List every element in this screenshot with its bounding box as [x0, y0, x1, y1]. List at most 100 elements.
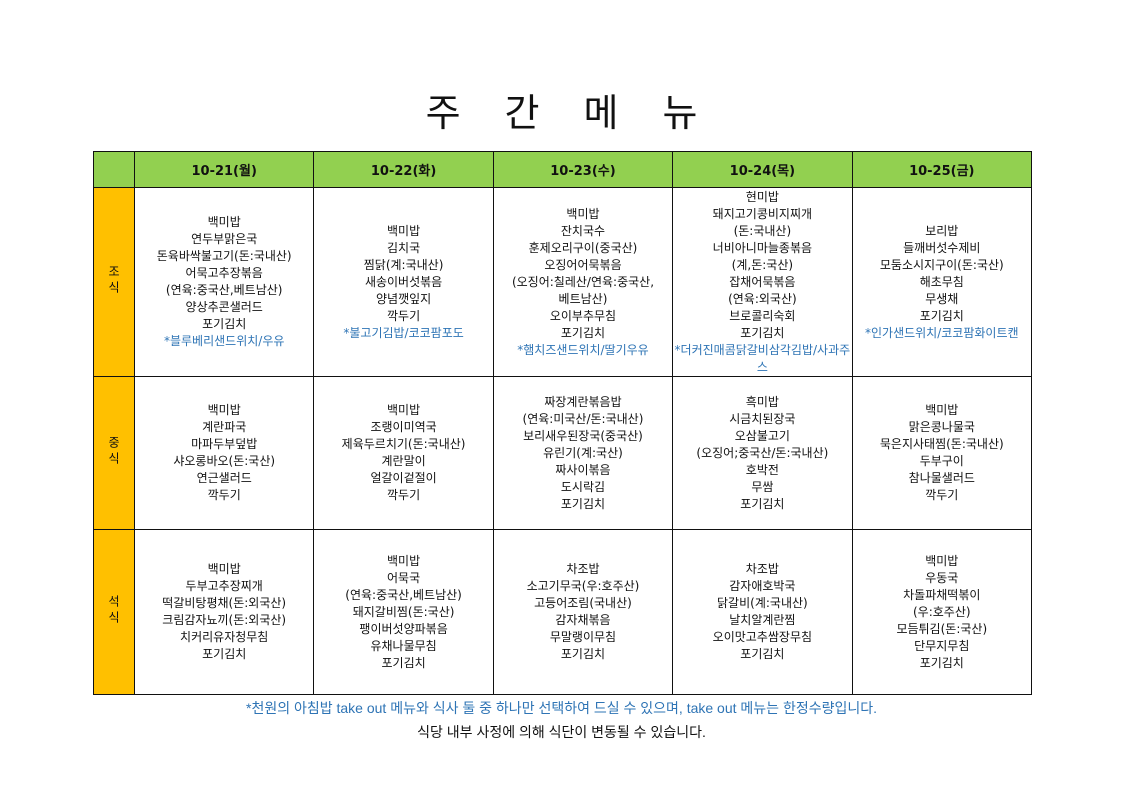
menu-item: 계란말이	[381, 454, 426, 468]
day-header: 10-21(월)	[133, 151, 315, 188]
menu-item: 양념깻잎지	[375, 291, 432, 306]
menu-item: 참나물샐러드	[908, 471, 975, 485]
menu-item: 연근샐러드	[196, 471, 252, 485]
menu-item: 현미밥	[745, 189, 779, 204]
menu-item: 우동국	[925, 570, 959, 585]
menu-item: 백미밥	[925, 403, 959, 417]
takeout-item: *블루베리샌드위치/우유	[163, 334, 285, 348]
takeout-item: *불고기김밥/코코팜포도	[343, 325, 464, 340]
takeout-item: *햄치즈샌드위치/딸기우유	[517, 342, 649, 357]
menu-item: 깍두기	[387, 308, 421, 323]
menu-item: 두부구이	[919, 454, 964, 468]
day-header: 10-23(수)	[492, 151, 674, 188]
menu-item: 치커리유자청무침	[180, 630, 269, 644]
takeout-item: *인가샌드위치/코코팜화이트캔	[864, 325, 1019, 340]
menu-item: 백미밥	[387, 403, 421, 417]
menu-item: 훈제오리구이(중국산)	[528, 240, 638, 255]
menu-item: 새송이버섯볶음	[364, 274, 443, 289]
menu-item: 백미밥	[207, 562, 241, 576]
menu-cell: 짜장계란볶음밥 (연육:미국산/돈:국내산) 보리새우된장국(중국산) 유린기(계:국…	[492, 376, 674, 530]
menu-item: 포기김치	[560, 496, 606, 511]
menu-item: 너비아니마늘종볶음	[712, 240, 813, 255]
meal-label: 중식	[93, 376, 135, 530]
menu-item: 포기김치	[202, 647, 247, 661]
menu-cell: 백미밥 계란파국 마파두부덮밥 샤오롱바오(돈:국산) 연근샐러드 깍두기	[133, 376, 315, 530]
menu-cell: 백미밥 두부고추장찌개 떡갈비탕평채(돈:외국산) 크림감자뇨끼(돈:외국산) 치커리유…	[133, 529, 315, 695]
day-header: 10-22(화)	[313, 151, 494, 188]
menu-item: 유채나물무침	[370, 638, 437, 653]
menu-cell: 백미밥 연두부맑은국 돈육바싹불고기(돈:국내산) 어묵고추장볶음 (연육:중국산,베트…	[133, 187, 315, 377]
menu-cell: 차조밥 소고기무국(우:호주산) 고등어조림(국내산) 감자채볶음 무말랭이무침 포기김치	[492, 529, 674, 695]
menu-item: 백미밥	[566, 206, 600, 221]
menu-item: 브로콜리숙회	[729, 308, 796, 323]
menu-item: (돈:국내산)	[733, 223, 792, 238]
menu-item: 차조밥	[745, 562, 779, 576]
menu-item: 두부고추장찌개	[185, 579, 263, 593]
menu-item: 오이맛고추쌈장무침	[712, 630, 813, 644]
menu-item: 무생채	[925, 291, 959, 306]
menu-item: 유린기(계:국산)	[543, 445, 623, 460]
meal-label-text: 조식	[106, 264, 121, 297]
menu-item: 감자애호박국	[729, 579, 796, 593]
menu-item: 오삼불고기	[734, 428, 790, 443]
menu-item: 단무지무침	[914, 638, 970, 653]
menu-cell: 백미밥 어묵국 (연육:중국산,베트남산) 돼지갈비찜(돈:국산) 팽이버섯양파볶음 유채…	[313, 529, 494, 695]
menu-cell: 백미밥 조랭이미역국 제육두르치기(돈:국내산) 계란말이 얼갈이겉절이 깍두기	[313, 376, 494, 530]
meal-label-text: 중식	[106, 435, 121, 468]
menu-item: 오이부추무침	[549, 308, 617, 323]
day-header: 10-25(금)	[851, 151, 1033, 188]
menu-item: 백미밥	[387, 553, 421, 568]
menu-item: 무말랭이무침	[549, 630, 617, 644]
menu-cell: 백미밥 맑은콩나물국 묵은지사태찜(돈:국내산) 두부구이 참나물샐러드 깍두기	[851, 376, 1033, 530]
menu-item: 베트남산)	[558, 291, 608, 306]
menu-item: (연육:외국산)	[728, 291, 797, 306]
menu-item: 모듬튀김(돈:국산)	[896, 621, 988, 636]
menu-item: 오징어어묵볶음	[544, 257, 622, 272]
corner-cell	[93, 151, 135, 188]
menu-item: (오징어:칠레산/연육:중국산,	[511, 274, 655, 289]
menu-item: 떡갈비탕평채(돈:외국산)	[162, 596, 287, 610]
meal-label: 조식	[93, 187, 135, 377]
menu-item: 포기김치	[919, 308, 964, 323]
menu-item: 차돌파채떡볶이	[903, 587, 981, 602]
menu-item: 마파두부덮밥	[191, 437, 258, 451]
menu-item: 묵은지사태찜(돈:국내산)	[879, 437, 1004, 451]
menu-item: 포기김치	[560, 647, 606, 661]
menu-item: 흑미밥	[745, 394, 779, 409]
page-title: 주간메뉴	[425, 91, 742, 135]
meal-row: 조식 백미밥 연두부맑은국 돈육바싹불고기(돈:국내산) 어묵고추장볶음 (연육:중국산,…	[93, 187, 1033, 377]
menu-item: 시금치된장국	[729, 411, 796, 426]
menu-item: 소고기무국(우:호주산)	[526, 579, 640, 593]
menu-item: (연육:미국산/돈:국내산)	[522, 411, 644, 426]
menu-item: 잔치국수	[560, 223, 606, 238]
menu-item: 포기김치	[202, 317, 247, 331]
menu-item: 짜사이볶음	[555, 462, 611, 477]
menu-item: 백미밥	[387, 223, 421, 238]
menu-item: 찜닭(계:국내산)	[363, 257, 444, 272]
weekly-menu-table: 10-21(월) 10-22(화) 10-23(수) 10-24(목) 10-25(금)…	[93, 151, 1033, 695]
menu-item: 맑은콩나물국	[908, 420, 975, 434]
menu-item: (연육:중국산,베트남산)	[345, 587, 462, 602]
menu-item: 깍두기	[387, 488, 421, 502]
header-row: 10-21(월) 10-22(화) 10-23(수) 10-24(목) 10-25(금)	[93, 151, 1033, 188]
menu-item: 제육두르치기(돈:국내산)	[341, 437, 466, 451]
change-note: 식당 내부 사정에 의해 식단이 변동될 수 있습니다.	[417, 724, 706, 740]
menu-item: 계란파국	[202, 420, 247, 434]
menu-item: (연육:중국산,베트남산)	[165, 283, 283, 297]
menu-item: 무쌈	[751, 479, 774, 494]
menu-item: 날치알계란찜	[729, 613, 796, 627]
menu-item: 잡채어묵볶음	[729, 274, 796, 289]
menu-item: 해초무침	[919, 274, 964, 289]
menu-item: 포기김치	[740, 325, 785, 340]
menu-item: 짜장계란볶음밥	[544, 394, 622, 409]
menu-item: (계,돈:국산)	[731, 257, 794, 272]
menu-item: 돼지고기콩비지찌개	[712, 206, 813, 221]
menu-item: 들깨버섯수제비	[903, 240, 981, 255]
menu-cell: 차조밥 감자애호박국 닭갈비(계:국내산) 날치알계란찜 오이맛고추쌈장무침 포기김치	[672, 529, 853, 695]
menu-item: 깍두기	[207, 488, 241, 502]
menu-item: 김치국	[387, 240, 421, 255]
meal-row: 중식 백미밥 계란파국 마파두부덮밥 샤오롱바오(돈:국산) 연근샐러드 깍두기 백미밥 조랭이…	[93, 376, 1033, 530]
menu-item: 돼지갈비찜(돈:국산)	[352, 604, 455, 619]
